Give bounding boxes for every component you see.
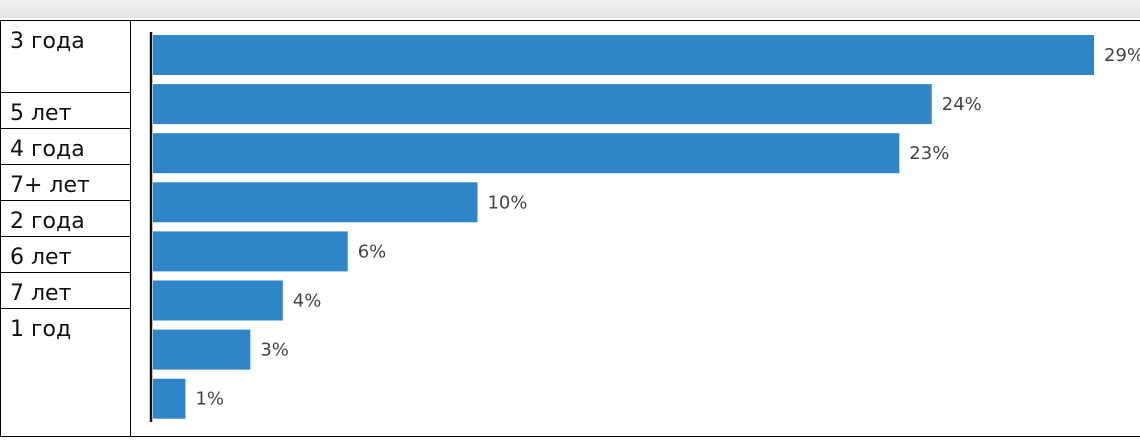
category-label: 2 года — [10, 209, 85, 234]
value-label: 3% — [260, 340, 289, 361]
table-border — [0, 20, 1140, 437]
value-label: 4% — [293, 291, 322, 312]
value-label: 29% — [1104, 45, 1140, 66]
toolbar-strip — [0, 0, 1140, 18]
bar — [153, 378, 186, 419]
bar — [153, 182, 478, 223]
bar — [153, 329, 251, 370]
category-label: 3 года — [10, 29, 85, 54]
category-label: 7 лет — [10, 281, 72, 306]
category-label: 6 лет — [10, 245, 72, 270]
value-label: 1% — [195, 389, 224, 410]
bar — [153, 231, 348, 272]
bar — [153, 35, 1094, 75]
value-label: 24% — [942, 94, 982, 115]
category-label: 4 года — [10, 137, 85, 162]
value-label: 6% — [358, 241, 387, 262]
category-label: 5 лет — [10, 101, 72, 126]
category-label: 1 год — [10, 317, 71, 342]
category-label: 7+ лет — [10, 173, 90, 198]
value-label: 23% — [909, 143, 949, 164]
bar — [153, 280, 283, 321]
value-label: 10% — [487, 192, 527, 213]
bar — [153, 133, 900, 174]
bar — [153, 84, 932, 125]
